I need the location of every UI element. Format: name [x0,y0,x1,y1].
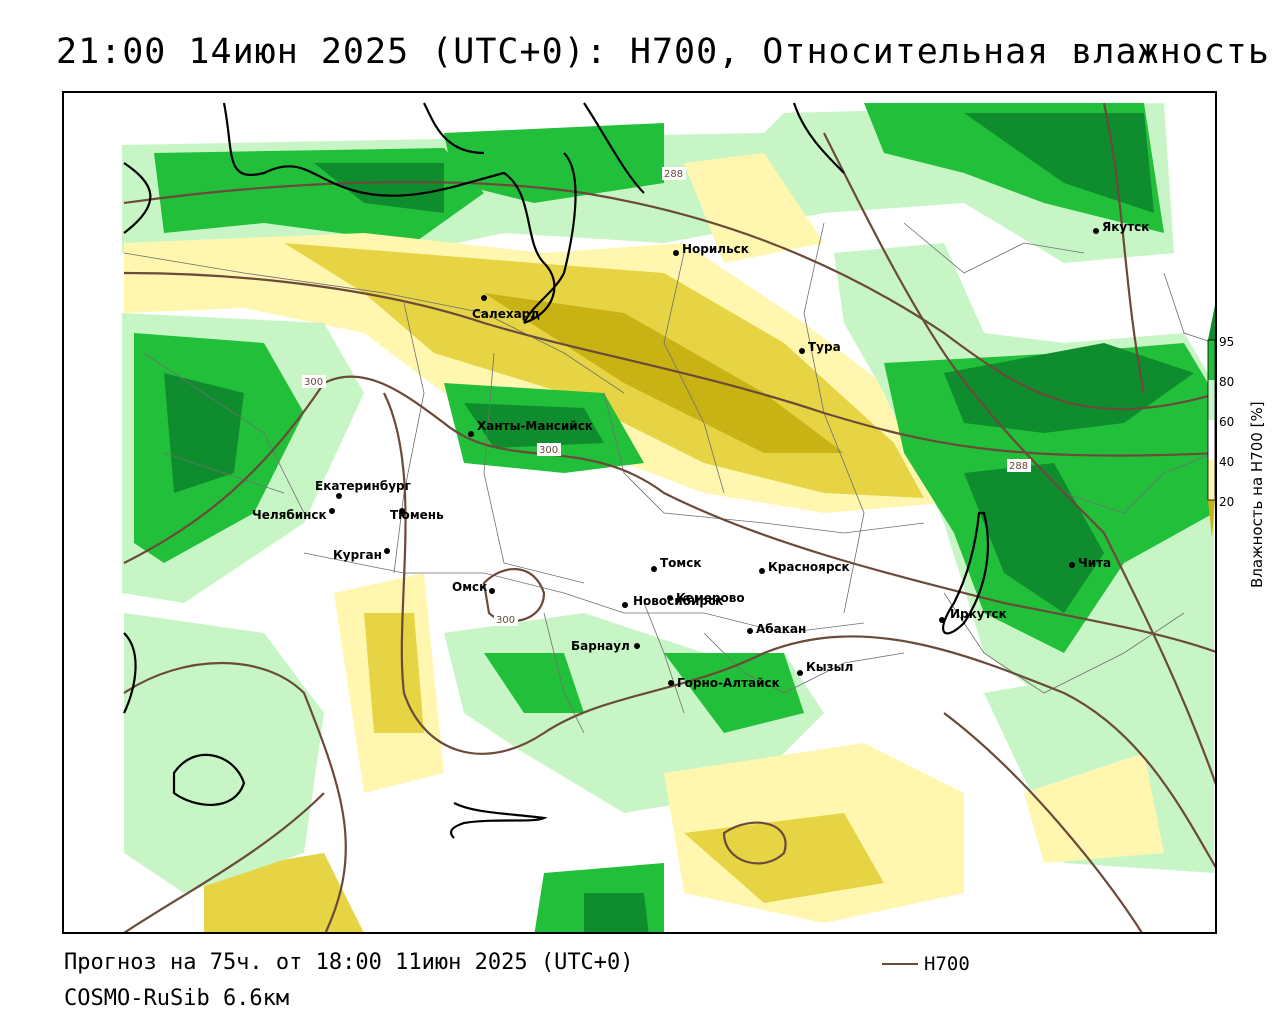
colorbar-tick-40: 40 [1219,455,1235,469]
humidity-field [64,93,1215,932]
city-label: Курган [333,548,382,562]
colorbar-tick-20: 20 [1219,495,1235,509]
colorbar [1207,305,1216,538]
contour-label-bg [662,167,686,180]
city-label: Чита [1078,556,1111,570]
contour-label-bg [537,443,561,456]
city-dot [747,628,753,634]
city-label: Кызыл [806,660,853,674]
city-dot [622,602,628,608]
city-dot [759,568,765,574]
city-dot [489,588,495,594]
contour-small-loop [722,821,787,865]
city-label: Тура [808,340,841,354]
city-label: Новосибирск [633,594,723,608]
city-markers: Норильск Якутск Салехард Тура Ханты-Мансийск… [252,220,1149,690]
contour-label: 300 [539,445,558,456]
coastlines [123,102,990,839]
colorbar-tick-80: 80 [1219,375,1235,389]
contour-label: 288 [664,169,683,180]
city-dot [799,348,805,354]
zaysan-lake [172,753,246,806]
contour-far-east [1102,102,1146,394]
city-label: Якутск [1102,220,1149,234]
region-borders [123,222,1215,734]
colorbar-bottom-triangle [1208,500,1215,538]
city-label: Ханты-Мансийск [477,419,593,433]
colorbar-title: Влажность на H700 [%] [1248,401,1266,588]
city-label: Екатеринбург [315,479,411,493]
contour-label-bg [1007,459,1031,472]
city-label: Барнаул [571,639,630,653]
contour-label-layer: 288 300 300 288 300 [302,167,1031,626]
h700-contours [123,102,1215,932]
city-label: Томск [660,556,702,570]
contour-288-north [123,181,1215,411]
city-dot [797,670,803,676]
map-canvas: Норильск Якутск Салехард Тура Ханты-Мансийск… [62,91,1217,934]
contour-bottom-left [123,792,325,932]
forecast-info: Прогноз на 75ч. от 18:00 11июн 2025 (UTC… [64,950,634,975]
contour-label: 288 [1009,461,1028,472]
city-label: Горно-Алтайск [677,676,780,690]
contour-label-bg [302,375,326,388]
city-label: Омск [452,580,487,594]
city-dot [634,643,640,649]
city-label: Норильск [682,242,749,256]
city-dot [384,548,390,554]
balkhash-lake [449,802,548,839]
contour-300-mid [123,375,1215,653]
city-label: Тюмень [390,508,444,522]
h700-legend-label: H700 [924,953,970,975]
contour-label: 300 [304,377,323,388]
city-dot [399,508,405,514]
model-name: COSMO-RuSib 6.6км [64,986,290,1011]
city-label: Кемерово [676,591,745,605]
contour-300-west [123,271,1215,457]
contour-label: 300 [496,615,515,626]
city-dot [939,617,945,623]
city-label: Салехард [472,307,540,321]
colorbar-top-triangle [1208,305,1215,340]
city-label: Абакан [756,622,806,636]
city-dot [336,493,342,499]
map-svg: Норильск Якутск Салехард Тура Ханты-Мансийск… [64,93,1215,932]
contour-south-east [943,712,1143,932]
colorbar-tick-60: 60 [1219,415,1235,429]
contour-300-south [123,662,347,932]
city-dot [667,595,673,601]
contour-label-bg [494,613,518,626]
city-dot [1093,228,1099,234]
h700-legend-line [882,963,918,965]
city-dot [481,295,487,301]
city-dot [468,431,474,437]
city-label: Красноярск [768,560,850,574]
city-dot [668,680,674,686]
city-label: Челябинск [252,508,327,522]
city-dot [329,508,335,514]
city-dot [1069,562,1075,568]
contour-south-big [383,392,1215,869]
baikal-lake [942,511,990,635]
contour-east [823,132,1215,786]
city-label: Иркутск [950,607,1007,621]
city-dot [651,566,657,572]
map-title: 21:00 14июн 2025 (UTC+0): H700, Относите… [56,32,1270,72]
colorbar-tick-95: 95 [1219,335,1235,349]
city-dot [673,250,679,256]
